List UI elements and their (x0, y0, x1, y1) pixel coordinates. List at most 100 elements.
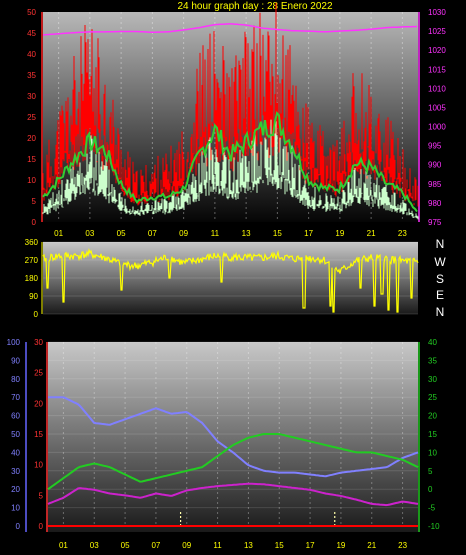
dewpoint-tick: 20 (34, 399, 43, 408)
wind-x-tick: 07 (148, 229, 157, 238)
pressure-right-tick: 1025 (428, 27, 446, 36)
direction-label-w: W (434, 255, 446, 269)
temperature-x-tick: 23 (398, 541, 407, 550)
direction-series (42, 247, 419, 313)
temperature-panel: 01 03 05 07 09 11 13 15 17 19 21 230102030405060708… (7, 338, 440, 550)
speed-series (42, 119, 419, 220)
pressure-series (42, 23, 418, 36)
humidity-series (48, 396, 419, 478)
wind-left-tick: 25 (27, 113, 36, 122)
humidity-tick: 80 (11, 375, 20, 384)
temperature-x-tick: 05 (121, 541, 130, 550)
temperature-tick: -5 (428, 504, 436, 513)
direction-y-tick: 90 (29, 292, 38, 301)
pressure-right-tick: 990 (428, 161, 442, 170)
dewpoint-tick: 5 (39, 491, 44, 500)
direction-y-tick: 0 (34, 310, 39, 319)
humidity-tick: 90 (11, 356, 20, 365)
wind-x-tick: 15 (273, 229, 282, 238)
wind-x-tick: 03 (85, 229, 94, 238)
wind-x-tick: 01 (54, 229, 63, 238)
direction-y-tick: 180 (25, 274, 39, 283)
wind-left-tick: 45 (27, 29, 36, 38)
pressure-right-tick: 1000 (428, 123, 446, 132)
pressure-right-tick: 980 (428, 199, 442, 208)
pressure-right-tick: 1030 (428, 8, 446, 17)
dewpoint-tick: 30 (34, 338, 43, 347)
avg-series (42, 110, 418, 213)
pressure-right-tick: 1015 (428, 65, 446, 74)
pressure-right-tick: 1010 (428, 84, 446, 93)
humidity-tick: 20 (11, 485, 20, 494)
pressure-right-tick: 1020 (428, 46, 446, 55)
direction-label-n-bottom: N (436, 305, 445, 319)
temperature-x-tick: 11 (213, 541, 222, 550)
humidity-tick: 70 (11, 393, 20, 402)
dewpoint-tick: 10 (34, 461, 43, 470)
wind-x-tick: 17 (304, 229, 313, 238)
wind-x-tick: 05 (117, 229, 126, 238)
humidity-tick: 100 (7, 338, 21, 347)
temperature-tick: 15 (428, 430, 437, 439)
temperature-tick: 30 (428, 375, 437, 384)
temperature-tick: 20 (428, 412, 437, 421)
direction-plot-area (43, 242, 418, 314)
wind-left-tick: 30 (27, 92, 36, 101)
pressure-right-tick: 995 (428, 142, 442, 151)
wind-x-tick: 21 (367, 229, 376, 238)
temperature-tick: 25 (428, 393, 437, 402)
humidity-tick: 50 (11, 430, 20, 439)
chart-title: 24 hour graph day : 28 Enero 2022 (177, 1, 333, 12)
wind-x-tick: 11 (211, 229, 220, 238)
dewpoint-tick: 15 (34, 430, 43, 439)
temperature-tick: 35 (428, 356, 437, 365)
temperature-tick: 40 (428, 338, 437, 347)
wind-x-tick: 13 (242, 229, 251, 238)
wind-left-tick: 20 (27, 134, 36, 143)
humidity-tick: 30 (11, 467, 20, 476)
temperature-x-tick: 13 (244, 541, 253, 550)
temperature-plot-area (48, 342, 418, 532)
direction-label-s: S (436, 272, 444, 286)
temperature-tick: -10 (428, 522, 440, 531)
humidity-tick: 0 (16, 522, 21, 531)
temperature-x-tick: 19 (336, 541, 345, 550)
temperature-x-tick: 21 (367, 541, 376, 550)
gust-series (42, 2, 419, 209)
dewpoint-series (47, 482, 419, 507)
humidity-tick: 40 (11, 448, 20, 457)
pressure-right-tick: 975 (428, 218, 442, 227)
wind-left-tick: 15 (27, 155, 36, 164)
temperature-x-tick: 07 (151, 541, 160, 550)
temperature-x-tick: 17 (306, 541, 315, 550)
wind-left-tick: 35 (27, 71, 36, 80)
wind-x-tick: 23 (398, 229, 407, 238)
temperature-tick: 0 (428, 485, 433, 494)
dewpoint-tick: 0 (39, 522, 44, 531)
pressure-right-tick: 985 (428, 180, 442, 189)
wind-x-tick: 09 (179, 229, 188, 238)
wind-left-tick: 10 (27, 176, 36, 185)
direction-y-tick: 270 (25, 256, 39, 265)
temperature-x-tick: 09 (182, 541, 191, 550)
temperature-tick: 5 (428, 467, 433, 476)
dewpoint-tick: 25 (34, 369, 43, 378)
wind-x-tick: 19 (335, 229, 344, 238)
direction-label-e: E (436, 288, 444, 302)
direction-label-n-top: N (436, 237, 445, 251)
direction-y-tick: 360 (25, 238, 39, 247)
humidity-tick: 60 (11, 412, 20, 421)
direction-panel: 0 90 180 270 360 N W S E N (25, 237, 447, 319)
wind-left-tick: 50 (27, 8, 36, 17)
temperature-x-tick: 15 (275, 541, 284, 550)
wind-left-tick: 0 (32, 218, 37, 227)
temperature-x-tick: 03 (90, 541, 99, 550)
temp-series (47, 433, 419, 491)
humidity-tick: 10 (11, 504, 20, 513)
wind-left-tick: 40 (27, 50, 36, 59)
temperature-x-tick: 01 (59, 541, 68, 550)
pressure-right-tick: 1005 (428, 103, 446, 112)
wind-left-tick: 5 (32, 197, 37, 206)
wind-panel: 24 hour graph day : 28 Enero 2022 01 03 05… (27, 1, 446, 238)
